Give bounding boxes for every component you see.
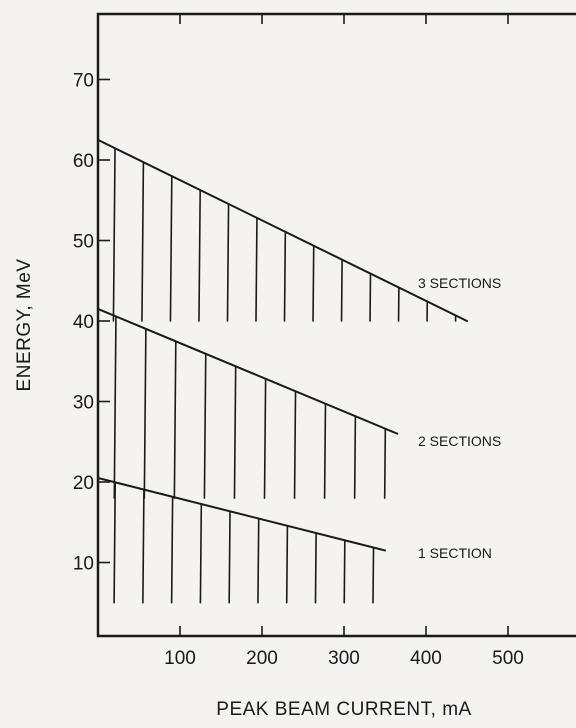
hatch-line (340, 258, 343, 322)
boundary-group (97, 138, 468, 552)
y-tick-label: 40 (73, 312, 94, 333)
hatch-line (314, 532, 317, 604)
label-group: 100 200 300 400 500 10 20 30 40 50 60 70 1 SECTION 2 … (73, 71, 524, 670)
hatch-line (257, 517, 260, 604)
hatch-line (143, 328, 147, 499)
x-tick-label: 300 (328, 648, 360, 669)
boundary-line-2 (97, 307, 399, 435)
y-tick-label: 20 (73, 473, 94, 494)
hatch-line (173, 340, 177, 499)
hatch-line (141, 161, 145, 322)
y-tick-label: 60 (73, 151, 94, 172)
x-tick-label: 500 (492, 648, 524, 669)
region-label-1: 1 SECTION (418, 545, 492, 561)
hatch-line (226, 203, 230, 322)
hatch-line (312, 244, 315, 322)
region-label-3: 3 SECTIONS (418, 275, 501, 291)
y-tick-label: 70 (73, 71, 94, 92)
hatch-line (169, 175, 173, 322)
hatch-line (228, 510, 231, 604)
region-label-2: 2 SECTIONS (418, 433, 501, 449)
boundary-line-3 (97, 138, 468, 322)
x-tick-label: 100 (164, 648, 196, 669)
hatch-line (233, 365, 237, 499)
hatch-line (112, 147, 116, 322)
hatch-line (283, 231, 287, 322)
boundary-line-1 (97, 476, 386, 552)
x-tick-label: 200 (246, 648, 278, 669)
hatch-line (323, 402, 327, 499)
tick-group (98, 14, 509, 636)
hatch-line (263, 377, 267, 499)
hatch-line (203, 353, 207, 499)
hatch-line (113, 315, 117, 499)
hatch-group (112, 147, 457, 604)
hatch-line (293, 390, 297, 499)
x-axis-title: PEAK BEAM CURRENT, mA (216, 699, 471, 720)
hatch-line (255, 217, 258, 322)
hatch-line (372, 546, 375, 604)
y-tick-label: 10 (73, 554, 94, 575)
hatch-line (113, 481, 117, 604)
y-tick-label: 50 (73, 232, 94, 253)
hatch-line (285, 524, 289, 604)
y-axis-title: ENERGY, MeV (14, 259, 35, 392)
hatch-line (353, 415, 357, 499)
hatch-line (383, 427, 387, 499)
y-tick-label: 30 (73, 393, 94, 414)
x-tick-label: 400 (410, 648, 442, 669)
hatch-line (198, 189, 201, 322)
plot-frame (96, 12, 576, 638)
hatch-line (142, 488, 145, 604)
hatch-line (199, 503, 203, 604)
hatch-line (343, 539, 346, 604)
hatch-line (170, 496, 174, 604)
